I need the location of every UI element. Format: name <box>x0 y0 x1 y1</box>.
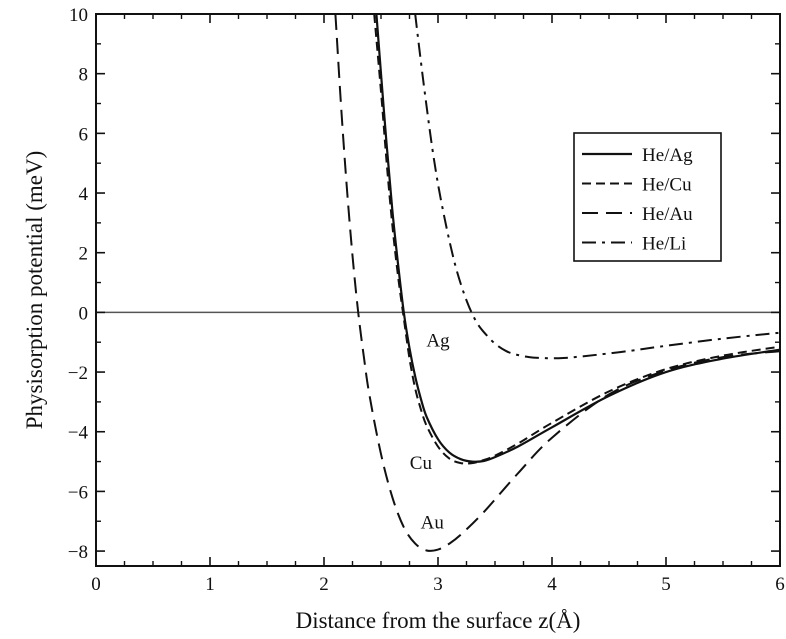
legend-label-he-ag: He/Ag <box>642 145 693 166</box>
x-tick-label: 6 <box>775 574 785 595</box>
y-tick-label: 0 <box>79 303 89 324</box>
legend: He/Ag He/Cu He/Au He/Li <box>573 132 722 262</box>
y-tick-label: 6 <box>79 124 89 145</box>
y-axis-title: Physisorption potential (meV) <box>22 151 47 430</box>
y-tick-label: 8 <box>79 65 89 86</box>
curve-label-cu: Cu <box>410 453 433 474</box>
series-line-he-ag <box>375 14 780 463</box>
y-tick-label: −4 <box>68 423 89 444</box>
x-tick-label: 3 <box>433 574 443 595</box>
tick-labels: 0 1 2 3 4 5 6 −8 −6 −4 −2 0 2 4 6 8 10 <box>68 5 785 595</box>
legend-label-he-au: He/Au <box>642 204 693 225</box>
plot-frame <box>95 13 781 567</box>
y-tick-label: −2 <box>68 363 88 384</box>
x-tick-label: 0 <box>91 574 101 595</box>
y-tick-label: 4 <box>79 184 89 205</box>
y-tick-label: 2 <box>79 244 89 265</box>
x-tick-label: 1 <box>205 574 215 595</box>
x-axis-title: Distance from the surface z(Å) <box>296 608 581 633</box>
legend-label-he-li: He/Li <box>642 234 686 255</box>
curve-label-au: Au <box>421 513 445 534</box>
series-line-he-cu <box>373 14 780 465</box>
legend-label-he-cu: He/Cu <box>642 175 692 196</box>
x-tick-label: 5 <box>661 574 671 595</box>
series-curves <box>334 14 780 552</box>
y-tick-label: −8 <box>68 542 88 563</box>
y-tick-label: 10 <box>69 5 88 26</box>
y-tick-label: −6 <box>68 482 88 503</box>
x-tick-label: 4 <box>547 574 557 595</box>
series-line-he-au <box>334 14 780 552</box>
series-line-he-li <box>414 14 780 360</box>
curve-label-ag: Ag <box>426 331 450 352</box>
x-tick-label: 2 <box>319 574 329 595</box>
